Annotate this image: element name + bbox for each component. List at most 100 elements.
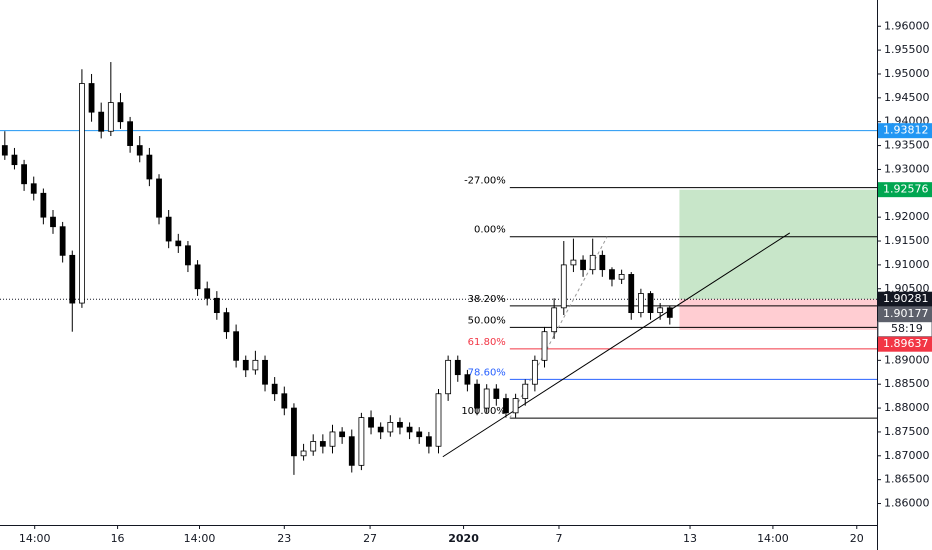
candle-body: [127, 121, 134, 146]
candle-body: [165, 216, 172, 242]
candle-body: [339, 431, 346, 438]
candle-body: [512, 398, 519, 414]
candle-body: [387, 421, 394, 433]
candle-body: [666, 307, 673, 318]
candle-body: [609, 269, 615, 280]
candle-body: [397, 421, 403, 428]
x-tick-label: 14:00: [184, 532, 216, 545]
price-label-box: [878, 336, 932, 352]
candle-body: [213, 297, 220, 314]
candle-body: [637, 293, 644, 314]
y-tick-label: 1.87500: [884, 425, 930, 438]
profit-zone: [679, 189, 877, 300]
candle-body: [291, 407, 297, 457]
y-tick-label: 1.88500: [884, 377, 930, 390]
candle-body: [146, 154, 153, 180]
candle-body: [50, 216, 56, 228]
candle-body: [11, 154, 18, 166]
candle-body: [474, 383, 480, 409]
y-tick-label: 1.95000: [884, 67, 930, 80]
candle-body: [30, 183, 37, 194]
y-tick-label: 1.91000: [884, 258, 930, 271]
candle-body: [79, 83, 85, 304]
candle-body: [531, 359, 538, 385]
candle-body: [319, 441, 326, 447]
fib-label: 38.20%: [468, 294, 506, 305]
candle-body: [233, 331, 240, 361]
fib-label: 100.00%: [461, 406, 506, 417]
price-label-box: [878, 291, 932, 307]
trend-line: [509, 236, 608, 419]
fib-label: -27.00%: [464, 176, 506, 187]
price-label-box: [878, 306, 932, 322]
candle-body: [21, 164, 27, 185]
y-tick-label: 1.96000: [884, 19, 930, 32]
candle-body: [242, 359, 249, 371]
y-tick-label: 1.94500: [884, 91, 930, 104]
candle-body: [368, 417, 374, 428]
y-tick-label: 1.92000: [884, 210, 930, 223]
x-tick-label: 2020: [448, 532, 479, 545]
fib-label: 78.60%: [468, 367, 506, 378]
y-tick-label: 1.93500: [884, 139, 930, 152]
x-tick-label: 14:00: [19, 532, 51, 545]
trend-line: [442, 232, 791, 458]
candle-body: [300, 450, 307, 457]
candle-body: [589, 254, 596, 271]
candle-body: [618, 274, 625, 280]
x-tick-label: 27: [363, 532, 377, 545]
candle-body: [628, 274, 635, 314]
candle-body: [156, 178, 162, 218]
candle-body: [425, 436, 432, 447]
candle-body: [377, 426, 384, 433]
candle-body: [464, 374, 471, 385]
candle-body: [194, 264, 201, 290]
candle-body: [541, 331, 548, 361]
candle-body: [416, 431, 423, 438]
y-tick-label: 1.87000: [884, 449, 930, 462]
candle-body: [483, 388, 490, 409]
candle-body: [348, 436, 355, 466]
candle-body: [580, 259, 586, 271]
candle-body: [107, 102, 114, 132]
candle-body: [223, 312, 230, 333]
countdown: 58:19: [891, 322, 923, 335]
candle-body: [40, 192, 47, 218]
candle-body: [185, 245, 191, 266]
price-label: 1.89637: [883, 337, 929, 350]
x-tick-label: 13: [683, 532, 697, 545]
price-label: 1.90177: [883, 307, 929, 320]
candle-body: [281, 393, 288, 409]
candle-body: [503, 398, 509, 414]
candle-body: [175, 240, 182, 247]
candle-body: [454, 359, 461, 376]
y-tick-label: 1.93000: [884, 162, 930, 175]
price-label: 1.90281: [883, 292, 929, 305]
candle-body: [136, 145, 143, 156]
y-tick-label: 1.89000: [884, 353, 930, 366]
y-tick-label: 1.95500: [884, 43, 930, 56]
candle-body: [647, 293, 654, 314]
candle-body: [329, 431, 336, 447]
candle-body: [69, 254, 76, 304]
candle-body: [599, 254, 606, 271]
y-tick-label: 1.91500: [884, 234, 930, 247]
fib-label: 0.00%: [474, 225, 506, 236]
y-tick-label: 1.90500: [884, 282, 930, 295]
price-label: 1.93812: [883, 124, 929, 137]
fib-label: 50.00%: [468, 315, 506, 326]
candle-body: [1, 145, 8, 156]
x-tick-label: 16: [111, 532, 125, 545]
price-label: 1.92576: [883, 183, 929, 196]
candle-body: [445, 359, 452, 395]
candle-body: [88, 83, 95, 113]
candle-body: [271, 383, 278, 395]
candle-body: [406, 426, 413, 433]
candle-body: [310, 441, 317, 452]
candle-body: [493, 388, 500, 399]
candle-body: [204, 288, 211, 299]
candle-body: [435, 393, 442, 447]
candle-body: [252, 359, 259, 371]
x-tick-label: 7: [555, 532, 562, 545]
